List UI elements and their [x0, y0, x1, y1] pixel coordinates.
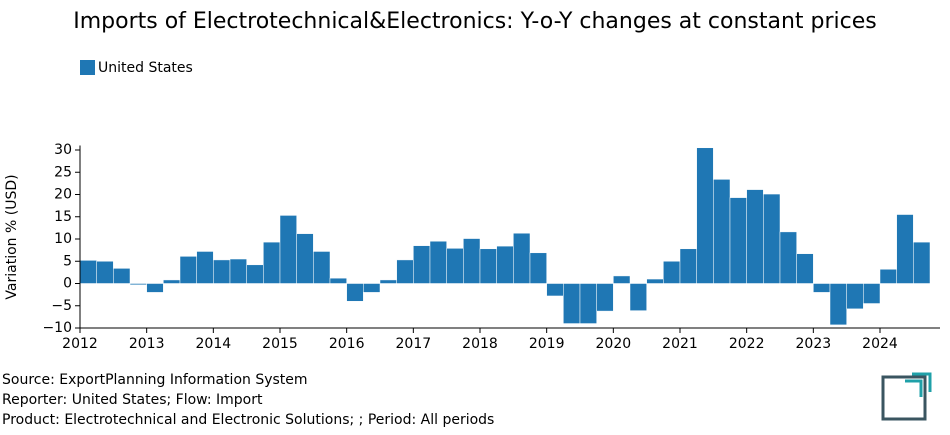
bar: [529, 252, 547, 284]
y-tick-label: −10: [42, 320, 72, 336]
bar: [746, 189, 764, 284]
bar: [179, 256, 197, 284]
bar: [796, 253, 814, 284]
x-tick-label: 2016: [329, 336, 365, 352]
legend-label: United States: [98, 60, 193, 76]
bar: [596, 283, 614, 312]
bar: [913, 241, 931, 284]
footer-line: Reporter: United States; Flow: Import: [2, 392, 263, 408]
bar: [579, 283, 597, 324]
bar: [779, 231, 797, 284]
bar: [346, 283, 364, 302]
x-tick-label: 2019: [529, 336, 565, 352]
bar: [846, 283, 864, 310]
bar: [663, 261, 681, 284]
y-tick-label: 30: [54, 142, 72, 158]
bar: [513, 232, 531, 284]
bar: [546, 283, 564, 297]
chart-title: Imports of Electrotechnical&Electronics:…: [73, 9, 877, 34]
x-tick-label: 2022: [729, 336, 765, 352]
bar: [429, 240, 447, 284]
y-tick-label: 25: [54, 164, 72, 180]
bar: [729, 197, 747, 284]
x-tick-label: 2018: [462, 336, 498, 352]
bar: [196, 251, 214, 284]
x-tick-label: 2012: [62, 336, 98, 352]
y-axis-label: Variation % (USD): [4, 174, 20, 299]
y-tick-label: 20: [54, 187, 72, 203]
logo: [881, 372, 932, 421]
bar: [379, 279, 397, 284]
bar: [896, 214, 914, 284]
bar: [413, 245, 431, 284]
x-tick-label: 2013: [129, 336, 165, 352]
bar: [296, 233, 314, 284]
x-tick-label: 2017: [396, 336, 432, 352]
bar: [229, 258, 247, 284]
bar: [879, 269, 897, 284]
y-tick-label: −5: [51, 298, 72, 314]
bar: [146, 283, 164, 293]
y-tick-label: 10: [54, 231, 72, 247]
bar: [363, 283, 381, 293]
bar: [629, 283, 647, 311]
bar: [646, 278, 664, 284]
y-tick-label: 15: [54, 209, 72, 225]
bar: [129, 283, 147, 286]
bar: [113, 268, 131, 284]
x-tick-label: 2015: [262, 336, 298, 352]
bar: [679, 248, 697, 284]
bar: [613, 275, 631, 284]
footer-line: Source: ExportPlanning Information Syste…: [2, 372, 308, 388]
bar: [696, 147, 714, 284]
x-tick-label: 2020: [596, 336, 632, 352]
bar: [813, 283, 831, 293]
bar: [563, 283, 581, 324]
bar: [163, 279, 181, 284]
bar: [496, 245, 514, 284]
x-tick-label: 2023: [796, 336, 832, 352]
bar: [279, 215, 297, 284]
x-tick-label: 2021: [662, 336, 698, 352]
bar: [446, 248, 464, 284]
footer-line: Product: Electrotechnical and Electronic…: [2, 412, 494, 428]
y-tick-label: 5: [63, 253, 72, 269]
bar: [463, 238, 481, 284]
bar: [96, 261, 114, 284]
x-tick-label: 2014: [196, 336, 232, 352]
bar: [79, 260, 97, 284]
bar: [713, 179, 731, 284]
bar: [479, 248, 497, 284]
bar: [763, 193, 781, 284]
bar: [263, 241, 281, 284]
bar: [829, 283, 847, 326]
legend-swatch: [80, 60, 95, 75]
bar: [313, 251, 331, 284]
y-tick-label: 0: [63, 276, 72, 292]
bar: [863, 283, 881, 304]
bar: [213, 259, 231, 284]
bar: [396, 259, 414, 284]
bar: [329, 277, 347, 284]
x-tick-label: 2024: [862, 336, 898, 352]
bar: [246, 264, 264, 284]
